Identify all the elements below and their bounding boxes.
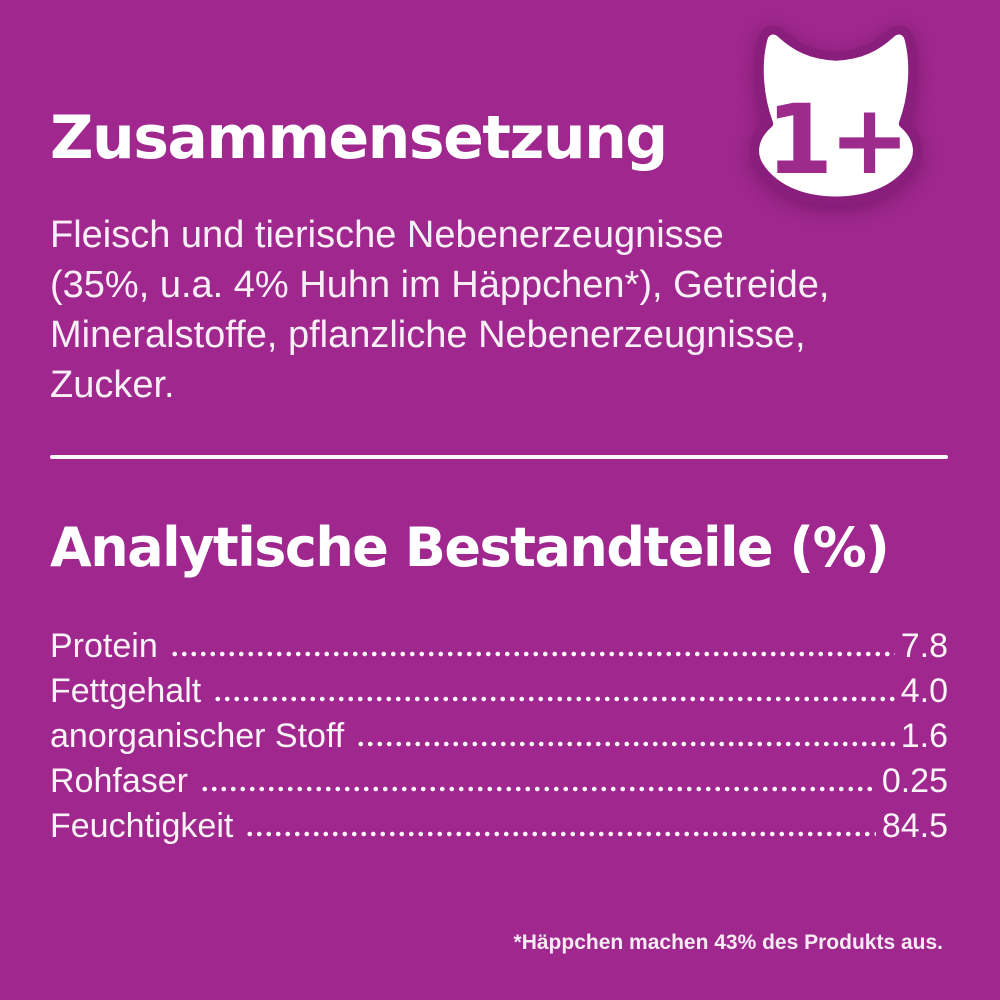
footnote: *Häppchen machen 43% des Produkts aus. <box>513 931 943 954</box>
row-value: 84.5 <box>881 807 948 846</box>
row-value: 1.6 <box>900 717 948 756</box>
dotted-leader <box>245 831 876 837</box>
composition-line: (35%, u.a. 4% Huhn im Häppchen*), Getrei… <box>50 264 830 306</box>
age-badge-label: 1+ <box>766 83 906 196</box>
table-row: Fettgehalt 4.0 <box>50 665 948 710</box>
cat-head-icon: 1+ <box>750 25 922 206</box>
row-label: Feuchtigkeit <box>50 807 234 846</box>
row-label: Fettgehalt <box>50 672 202 711</box>
dotted-leader <box>356 741 895 747</box>
dotted-leader <box>199 786 876 792</box>
analysis-table: Protein 7.8 Fettgehalt 4.0 anorganischer… <box>50 620 948 845</box>
row-label: Rohfaser <box>50 762 188 801</box>
composition-line: Fleisch und tierische Nebenerzeugnisse <box>50 214 724 256</box>
table-row: Feuchtigkeit 84.5 <box>50 800 948 845</box>
composition-text: Fleisch und tierische Nebenerzeugnisse (… <box>50 210 829 410</box>
row-value: 0.25 <box>881 762 948 801</box>
dotted-leader <box>169 651 895 657</box>
age-badge: 1+ <box>735 20 937 206</box>
analysis-title: Analytische Bestandteile (%) <box>50 516 890 579</box>
cat-head-shape <box>750 25 922 206</box>
section-divider <box>50 455 948 459</box>
composition-title: Zusammensetzung <box>50 103 668 173</box>
row-label: Protein <box>50 627 158 666</box>
row-label: anorganischer Stoff <box>50 717 345 756</box>
row-value: 4.0 <box>900 672 948 711</box>
row-value: 7.8 <box>900 627 948 666</box>
composition-line: Zucker. <box>50 364 175 406</box>
table-row: Rohfaser 0.25 <box>50 755 948 800</box>
table-row: Protein 7.8 <box>50 620 948 665</box>
composition-line: Mineralstoffe, pflanzliche Nebenerzeugni… <box>50 314 806 356</box>
dotted-leader <box>213 696 895 702</box>
table-row: anorganischer Stoff 1.6 <box>50 710 948 755</box>
